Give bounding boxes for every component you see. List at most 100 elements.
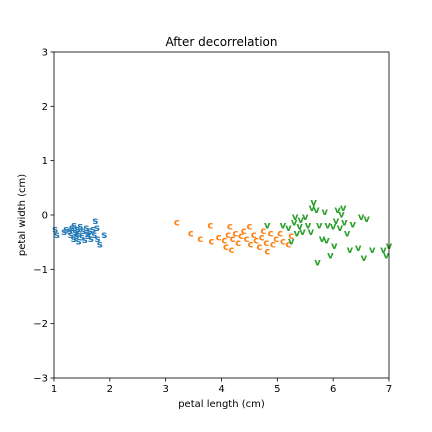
data-point: v (349, 219, 356, 230)
data-point: s (94, 223, 100, 234)
y-tick-label: 1 (42, 156, 48, 167)
data-point: v (298, 215, 305, 226)
data-point: s (69, 223, 75, 234)
data-point: s (85, 229, 91, 240)
data-point: c (223, 242, 229, 253)
data-point: c (280, 237, 286, 248)
x-tick-label: 3 (162, 384, 168, 395)
data-point: v (380, 245, 387, 256)
data-point: c (244, 234, 250, 245)
data-point: s (77, 221, 83, 232)
data-point: s (83, 223, 89, 234)
data-point: c (207, 220, 213, 231)
data-point: v (299, 227, 306, 238)
data-point: s (79, 232, 85, 243)
data-point: v (331, 241, 338, 252)
data-point: c (256, 242, 262, 253)
data-point: c (268, 229, 274, 240)
x-tick-label: 6 (330, 384, 336, 395)
data-point: c (238, 231, 244, 242)
data-point: s (82, 235, 88, 246)
x-axis-label: petal length (cm) (178, 399, 265, 410)
data-point: c (208, 237, 214, 248)
data-point: c (197, 234, 203, 245)
data-point: c (259, 232, 265, 243)
data-point: v (292, 212, 299, 223)
data-point: c (253, 236, 259, 247)
x-tick-label: 2 (107, 384, 113, 395)
data-point: v (302, 212, 309, 223)
data-point: c (188, 229, 194, 240)
data-point: s (74, 225, 80, 236)
data-point: s (67, 226, 73, 237)
data-point: v (310, 198, 317, 209)
data-point: v (358, 212, 365, 223)
data-point: c (241, 226, 247, 237)
data-point: v (323, 236, 330, 247)
data-point: v (314, 257, 321, 268)
data-point: v (338, 210, 345, 221)
data-point: v (337, 223, 344, 234)
y-tick-label: −3 (33, 374, 48, 385)
data-point: s (97, 239, 103, 250)
data-point: s (71, 220, 77, 231)
data-point: c (230, 234, 236, 245)
data-point: v (369, 245, 376, 256)
data-point: s (87, 226, 93, 237)
data-point: s (95, 234, 101, 245)
x-tick-label: 5 (274, 384, 280, 395)
data-point: s (71, 234, 77, 245)
data-point: s (73, 231, 79, 242)
x-tick-label: 1 (51, 384, 57, 395)
y-tick-label: 3 (42, 48, 48, 59)
data-point: v (347, 245, 354, 256)
data-point: v (383, 250, 390, 261)
data-point: s (76, 229, 82, 240)
data-point: v (334, 205, 341, 216)
data-point: v (333, 216, 340, 227)
data-point: c (174, 218, 180, 229)
data-point: v (308, 227, 315, 238)
data-point: v (296, 221, 303, 232)
data-point: c (260, 226, 266, 237)
data-point: c (263, 238, 269, 249)
data-point: c (216, 232, 222, 243)
data-point: v (330, 221, 337, 232)
data-point: v (324, 220, 331, 231)
data-point: v (327, 250, 334, 261)
data-point: s (91, 230, 97, 241)
data-point: s (52, 225, 58, 236)
data-point: c (277, 229, 283, 240)
data-point: v (316, 220, 323, 231)
data-point: v (291, 218, 298, 229)
data-point: s (80, 226, 86, 237)
data-point: v (280, 220, 287, 231)
data-point: v (341, 218, 348, 229)
data-point: s (86, 231, 92, 242)
data-point: v (322, 207, 329, 218)
data-point: v (344, 229, 351, 240)
data-point: v (305, 220, 312, 231)
data-point: c (273, 234, 279, 245)
x-axis-ticks: 1 2 3 4 5 6 7 (51, 378, 392, 395)
data-point: s (61, 227, 67, 238)
x-tick-label: 7 (386, 384, 392, 395)
data-point: s (54, 230, 60, 241)
data-point: s (90, 225, 96, 236)
data-point: c (251, 230, 257, 241)
x-tick-label: 4 (218, 384, 224, 395)
data-point: c (227, 221, 233, 232)
data-point: c (288, 231, 294, 242)
y-tick-label: 0 (42, 211, 48, 222)
y-axis-label: petal width (cm) (17, 174, 28, 256)
data-point: s (92, 216, 98, 227)
data-point: c (229, 245, 235, 256)
data-point: s (101, 230, 107, 241)
data-point: c (221, 236, 227, 247)
data-point: s (76, 237, 82, 248)
data-point: c (232, 229, 238, 240)
data-point: v (285, 223, 292, 234)
y-tick-label: −1 (33, 265, 48, 276)
